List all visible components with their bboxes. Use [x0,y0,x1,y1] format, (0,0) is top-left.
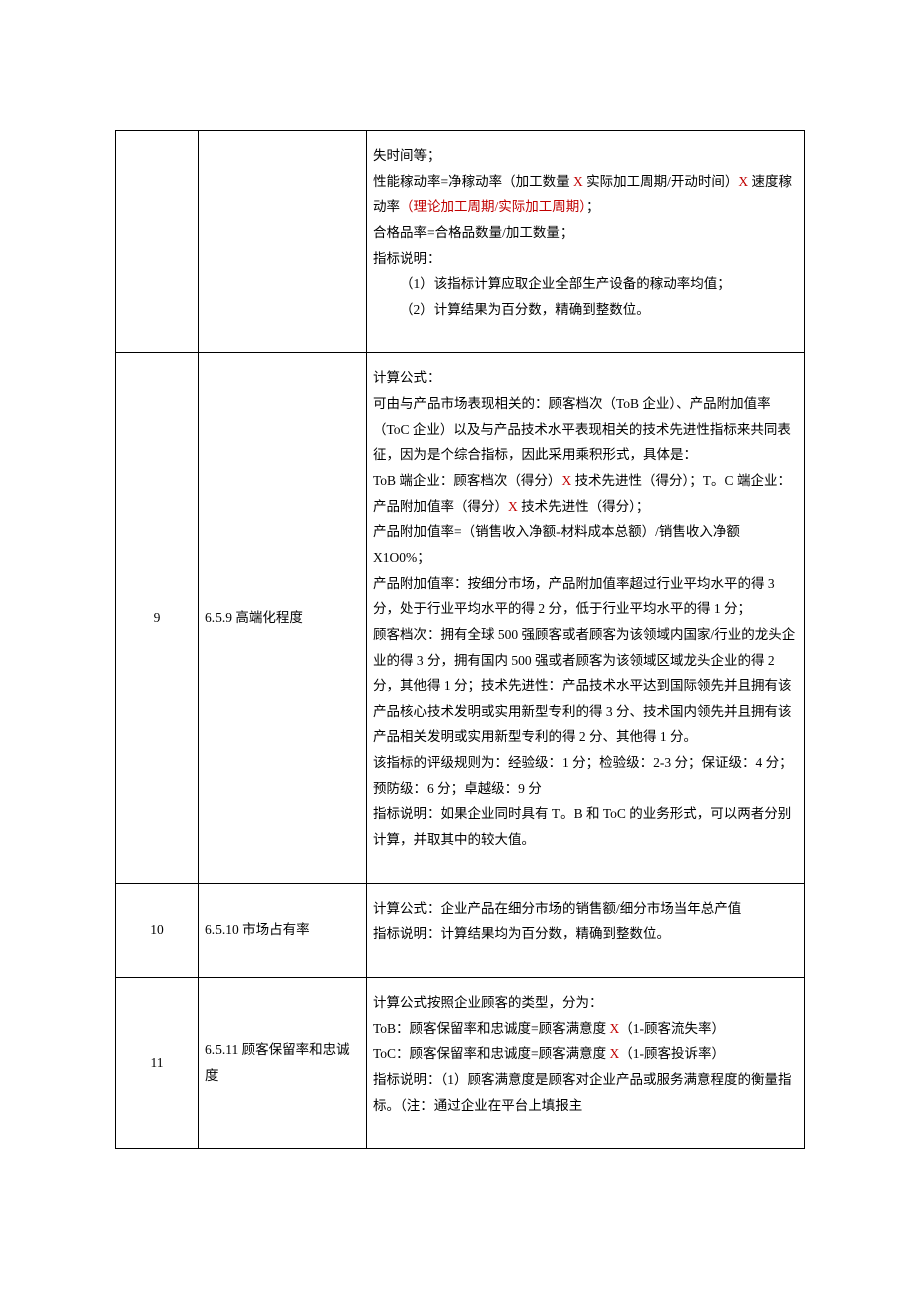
cell-title [199,131,367,353]
table-row: 10 6.5.10 市场占有率 计算公式：企业产品在细分市场的销售额/细分市场当… [116,883,805,977]
cell-title: 6.5.9 高端化程度 [199,353,367,883]
cell-title: 6.5.10 市场占有率 [199,883,367,977]
cell-desc: 计算公式按照企业顾客的类型，分为：ToB：顾客保留率和忠诚度=顾客满意度 X（1… [367,977,805,1148]
cell-num [116,131,199,353]
cell-desc: 计算公式：可由与产品市场表现相关的：顾客档次（ToB 企业）、产品附加值率（To… [367,353,805,883]
cell-num: 10 [116,883,199,977]
indicator-table: 失时间等；性能稼动率=净稼动率（加工数量 X 实际加工周期/开动时间）X 速度稼… [115,130,805,1149]
cell-desc: 计算公式：企业产品在细分市场的销售额/细分市场当年总产值指标说明：计算结果均为百… [367,883,805,977]
table-row: 9 6.5.9 高端化程度 计算公式：可由与产品市场表现相关的：顾客档次（ToB… [116,353,805,883]
table-row: 11 6.5.11 顾客保留率和忠诚度 计算公式按照企业顾客的类型，分为：ToB… [116,977,805,1148]
document-page: 失时间等；性能稼动率=净稼动率（加工数量 X 实际加工周期/开动时间）X 速度稼… [0,0,920,1301]
cell-num: 11 [116,977,199,1148]
table-row: 失时间等；性能稼动率=净稼动率（加工数量 X 实际加工周期/开动时间）X 速度稼… [116,131,805,353]
cell-title: 6.5.11 顾客保留率和忠诚度 [199,977,367,1148]
table-body: 失时间等；性能稼动率=净稼动率（加工数量 X 实际加工周期/开动时间）X 速度稼… [116,131,805,1149]
cell-num: 9 [116,353,199,883]
cell-desc: 失时间等；性能稼动率=净稼动率（加工数量 X 实际加工周期/开动时间）X 速度稼… [367,131,805,353]
